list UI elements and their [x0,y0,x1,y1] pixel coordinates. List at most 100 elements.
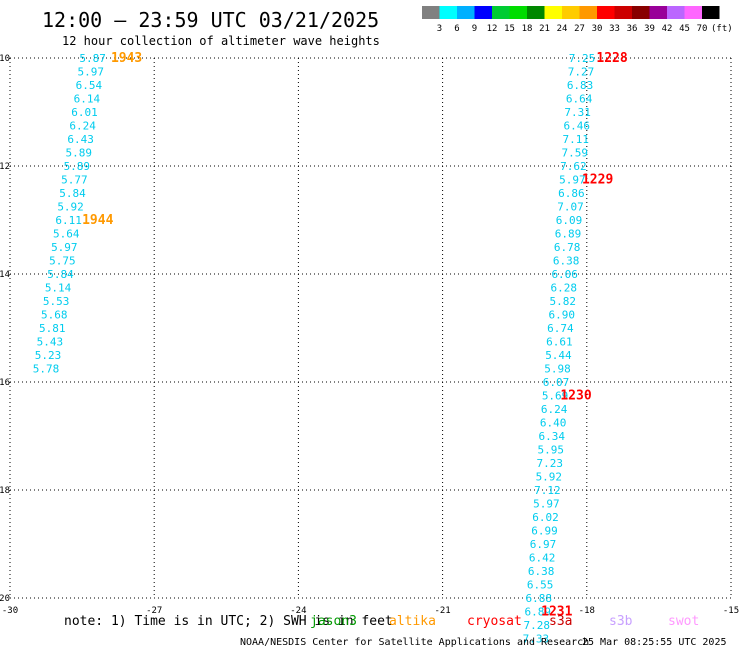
footer-credit: NOAA/NESDIS Center for Satellite Applica… [240,637,589,648]
satellite-label-swot: swot [668,614,699,629]
data-point-cryosat: 6.02 [532,511,559,524]
data-point-cryosat: 6.38 [528,565,555,578]
colorbar-label: 21 [539,24,550,34]
data-point-cryosat: 6.61 [546,336,573,349]
data-point-altika: 5.14 [45,282,72,295]
time-annotation: 1943 [111,51,142,66]
data-point-altika: 6.54 [76,79,103,92]
data-point-cryosat: 6.90 [549,309,576,322]
colorbar-label: 18 [522,24,533,34]
x-tick-label: -15 [723,606,739,616]
data-point-cryosat: 6.34 [538,430,565,443]
colorbar-swatch [544,6,562,19]
time-annotation: 1231 [541,605,572,620]
data-point-cryosat: 6.55 [527,579,554,592]
colorbar-label: 12 [487,24,498,34]
data-point-cryosat: 5.69 [542,390,569,403]
data-point-cryosat: 5.44 [545,349,572,362]
data-point-cryosat: 7.23 [537,457,564,470]
x-tick-label: -18 [579,606,595,616]
colorbar-swatch [614,6,632,19]
colorbar-label: 45 [679,24,690,34]
colorbar-swatch [562,6,580,19]
colorbar-swatch [667,6,685,19]
y-tick-label: -12 [0,162,10,172]
colorbar-swatch [579,6,597,19]
data-point-cryosat: 6.86 [558,187,585,200]
data-point-cryosat: 6.99 [531,525,558,538]
colorbar-label: 39 [644,24,655,34]
colorbar-swatch [474,6,492,19]
time-annotations: 1943 1944 1228 1229 1230 1231 [82,51,628,620]
data-point-altika: 5.78 [33,363,60,376]
colorbar-swatch [492,6,510,19]
chart-subtitle: 12 hour collection of altimeter wave hei… [62,34,380,48]
colorbar-swatch [457,6,475,19]
data-point-altika: 5.43 [37,336,64,349]
data-point-altika: 5.77 [61,174,88,187]
data-point-altika: 5.64 [53,228,80,241]
data-points: 5.875.976.546.146.016.246.435.895.895.77… [33,52,595,646]
colorbar-swatch [509,6,527,19]
data-point-cryosat: 6.42 [529,552,556,565]
data-point-altika: 5.87 [79,52,106,65]
y-tick-label: -10 [0,54,10,64]
plot-grid [9,57,732,599]
colorbar-label: 15 [504,24,515,34]
data-point-altika: 5.75 [49,255,76,268]
data-point-altika: 5.97 [51,241,78,254]
colorbar-swatch [702,6,720,19]
data-point-altika: 5.68 [41,309,68,322]
data-point-cryosat: 6.40 [540,417,567,430]
x-tick-label: -24 [290,606,306,616]
x-tick-label: -21 [434,606,450,616]
data-point-altika: 5.84 [59,187,86,200]
footer-timestamp: 25 Mar 08:25:55 UTC 2025 [582,637,727,648]
data-point-altika: 6.11 [55,214,82,227]
colorbar-label: 70 [697,24,708,34]
data-point-cryosat: 7.33 [523,633,550,646]
data-point-cryosat: 6.46 [563,120,590,133]
data-point-cryosat: 5.95 [538,444,565,457]
data-point-cryosat: 7.31 [564,106,591,119]
data-point-cryosat: 7.25 [569,52,596,65]
colorbar-swatch [527,6,545,19]
data-point-cryosat: 5.92 [536,471,563,484]
colorbar-label: 3 [437,24,442,34]
colorbar-label: 33 [609,24,620,34]
data-point-altika: 6.01 [71,106,98,119]
colorbar-swatch [422,6,440,19]
data-point-cryosat: 7.07 [557,201,584,214]
colorbar-swatch [597,6,615,19]
data-point-altika: 6.43 [67,133,94,146]
data-point-altika: 5.89 [64,160,91,173]
data-point-altika: 6.24 [69,120,96,133]
data-point-cryosat: 7.62 [560,160,587,173]
colorbar-legend: 3 6 9 12 15 18 21 24 27 30 33 36 39 42 45 70 [422,6,720,34]
time-annotation: 1229 [582,173,613,188]
data-point-cryosat: 5.82 [550,295,577,308]
data-point-cryosat: 6.38 [553,255,580,268]
colorbar-label: 36 [627,24,638,34]
x-tick-label: -30 [2,606,18,616]
data-point-cryosat: 7.28 [524,619,551,632]
data-point-cryosat: 5.97 [559,174,586,187]
data-point-cryosat: 7.27 [568,66,595,79]
satellite-label-jason3: jason3 [310,614,357,629]
satellite-label-altika: altika [389,614,436,629]
data-point-altika: 6.14 [74,93,101,106]
data-point-altika: 5.84 [47,268,74,281]
data-point-cryosat: 7.11 [562,133,589,146]
data-point-cryosat: 6.07 [543,376,570,389]
y-tick-label: -18 [0,486,10,496]
colorbar-swatch [684,6,702,19]
y-tick-label: -20 [0,594,10,604]
data-point-altika: 5.23 [35,349,62,362]
data-point-cryosat: 6.09 [556,214,583,227]
data-point-altika: 5.89 [65,147,92,160]
data-point-altika: 5.97 [78,66,105,79]
data-point-cryosat: 6.97 [530,538,557,551]
y-tick-label: -14 [0,270,10,280]
y-tick-label: -16 [0,378,10,388]
